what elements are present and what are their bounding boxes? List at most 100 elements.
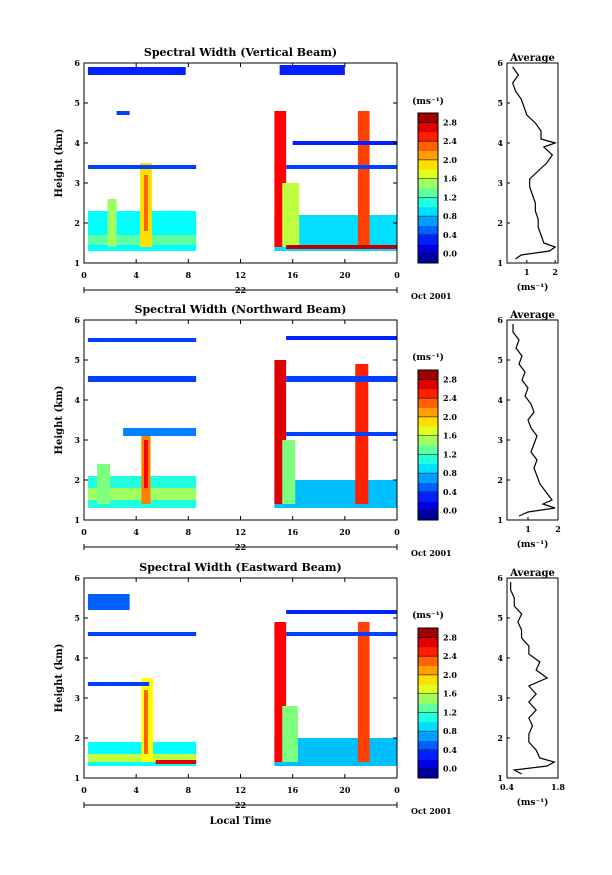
colorbar-swatch [418,188,438,198]
colorbar-swatch [418,113,438,123]
y-tick-label: 6 [74,58,80,68]
x-tick-label: 16 [287,785,299,795]
colorbar-swatch [418,234,438,245]
colorbar-frame [417,627,439,779]
average-frame [506,577,559,779]
average-y-tick-label: 1 [497,258,503,268]
y-tick-label: 4 [74,138,80,148]
colorbar-swatch [418,206,438,217]
heatmap-cell [107,199,117,247]
colorbar-tick-label: 0.8 [443,211,457,221]
average-y-tick-label: 1 [497,773,503,783]
colorbar-swatch [418,749,438,760]
average-line [511,66,558,260]
panel-title: Spectral Width (Northward Beam) [135,303,347,316]
heatmap-cell [286,376,397,382]
colorbar: 0.0 0.4 0.8 1.2 1.6 2.0 2.4 2.8 (ms⁻¹) [412,96,457,264]
y-tick-label: 3 [74,178,80,188]
heatmap-cell [143,690,148,754]
colorbar-swatch [418,482,438,493]
colorbar-swatch [418,150,438,161]
x-axis-label: Local Time [210,816,272,827]
colorbar-tick-label: 1.2 [443,192,457,202]
colorbar-tick-label: 2.4 [443,651,457,661]
colorbar-tick-label: 1.6 [443,689,457,699]
colorbar-tick-label: 0.0 [443,249,457,259]
colorbar-swatch [418,473,438,483]
average-x-label: (ms⁻¹) [517,539,549,550]
colorbar-tick-label: 0.4 [443,487,457,497]
colorbar-tick-label: 0.0 [443,506,457,516]
colorbar-frame [417,112,439,264]
x-tick-label: 20 [339,527,351,537]
average-x-label: (ms⁻¹) [517,797,549,808]
average-line [510,582,556,775]
colorbar-swatch [418,426,438,437]
x-tick-label: 0 [81,270,87,280]
average-y-tick-label: 3 [497,693,503,703]
x-tick-label: 4 [133,270,139,280]
average-y-tick-label: 5 [497,613,503,623]
colorbar-unit: (ms⁻¹) [412,352,444,363]
x-tick-label: 4 [133,527,139,537]
average-y-tick-label: 6 [497,58,503,68]
colorbar-swatch [418,388,438,399]
heatmap-cell [286,165,397,169]
heatmap-cell [143,440,148,488]
colorbar-swatch [418,740,438,751]
colorbar-swatch [418,435,438,446]
y-tick-label: 1 [74,515,80,525]
x-tick-label: 0 [81,527,87,537]
y-tick-label: 6 [74,315,80,325]
heatmap-cell [116,111,130,115]
colorbar-swatch [418,628,438,638]
average-x-tick-label: 1 [524,267,530,277]
heatmap-cell [155,760,197,764]
colorbar-tick-label: 1.6 [443,174,457,184]
heatmap-cell [286,632,397,636]
heatmap-cell [87,594,130,610]
colorbar-swatch [418,122,438,133]
y-tick-label: 3 [74,435,80,445]
average-frame [506,62,559,264]
x-tick-label: 12 [235,270,246,280]
average-y-tick-label: 3 [497,178,503,188]
colorbar-tick-label: 1.2 [443,707,457,717]
heatmap-cell [286,245,397,249]
colorbar-swatch [418,665,438,676]
average-y-tick-label: 6 [497,573,503,583]
date-day-label: 22 [235,542,246,552]
colorbar-tick-label: 1.2 [443,449,457,459]
y-tick-label: 5 [74,98,80,108]
heatmap-cell [97,464,111,504]
average-x-tick-label: 2 [555,524,561,534]
colorbar-swatch [418,637,438,648]
y-tick-label: 2 [74,733,80,743]
x-tick-label: 16 [287,270,299,280]
x-tick-label: 8 [186,785,192,795]
average-y-tick-label: 4 [497,395,503,405]
x-tick-label: 12 [235,527,246,537]
colorbar-unit: (ms⁻¹) [412,96,444,107]
y-tick-label: 1 [74,773,80,783]
colorbar-swatch [418,370,438,380]
colorbar: 0.0 0.4 0.8 1.2 1.6 2.0 2.4 2.8 (ms⁻¹) [412,352,457,521]
colorbar-swatch [418,768,438,779]
colorbar-swatch [418,169,438,180]
colorbar-tick-label: 0.4 [443,745,457,755]
colorbar-tick-label: 0.8 [443,468,457,478]
average-x-label: (ms⁻¹) [517,282,549,293]
heatmap-cell [282,706,298,762]
x-tick-label: 0 [394,527,400,537]
colorbar-swatch [418,759,438,770]
heatmap-cell [87,376,197,382]
colorbar-tick-label: 2.0 [443,412,457,422]
colorbar-swatch [418,646,438,657]
average-y-tick-label: 6 [497,315,503,325]
x-tick-label: 20 [339,785,351,795]
colorbar-swatch [418,225,438,236]
heatmap-cell [123,428,197,436]
y-tick-label: 1 [74,258,80,268]
